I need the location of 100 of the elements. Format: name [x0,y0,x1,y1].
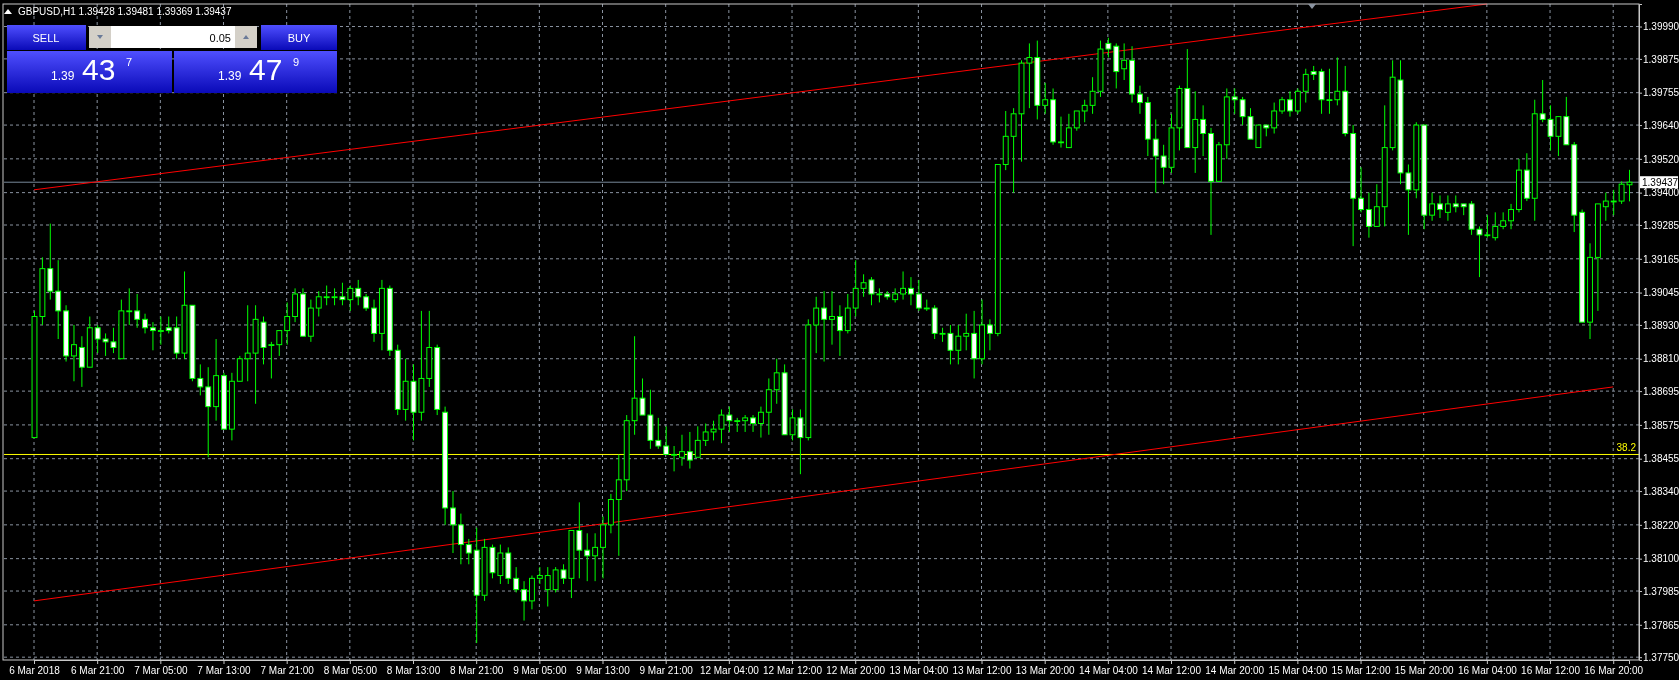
candlestick [1152,118,1159,194]
x-tick-label: 7 Mar 21:00 [260,665,315,677]
candlestick [529,575,535,610]
annotation: 47 [249,53,283,86]
annotation: 1.39 [218,69,242,83]
y-tick-label: 1.39285 [1643,219,1679,231]
candlestick [276,330,283,357]
candlestick [615,453,622,557]
candlestick [829,290,835,346]
chart-title: GBPUSD,H1 1.39428 1.39481 1.39369 1.39437 [18,6,232,17]
y-tick-label: 1.39400 [1643,187,1679,199]
candlestick [1365,192,1372,239]
x-tick-label: 13 Mar 12:00 [952,665,1012,677]
x-tick-label: 14 Mar 04:00 [1078,665,1139,677]
annotation: SELL [32,32,60,44]
candlestick [142,313,148,334]
annotation: 7 [126,56,133,68]
y-tick-label: 1.37750 [1643,651,1679,663]
candlestick [1200,104,1207,157]
candlestick [821,290,828,363]
annotation: 1.39 [51,69,75,83]
candlestick [963,313,970,351]
candlestick [284,301,291,346]
candlestick [1492,211,1499,241]
candlestick [1042,82,1049,115]
candlestick [71,324,77,382]
candlestick [836,304,843,357]
candlestick [149,321,156,351]
x-tick-label: 16 Mar 12:00 [1521,665,1581,677]
annotation: BUY [287,32,311,44]
y-tick-label: 1.38810 [1643,353,1679,365]
candlestick [544,566,551,608]
x-tick-label: 8 Mar 21:00 [449,665,504,677]
candlestick [1137,85,1143,115]
x-tick-label: 8 Mar 05:00 [323,665,378,677]
candlestick [908,276,914,306]
candlestick [742,414,749,433]
x-tick-label: 8 Mar 13:00 [386,665,441,677]
y-tick-label: 1.39640 [1643,119,1679,131]
x-tick-label: 15 Mar 20:00 [1394,665,1455,677]
x-tick-label: 9 Mar 21:00 [639,665,694,677]
candlestick [205,366,212,458]
x-tick-label: 6 Mar 21:00 [70,665,125,677]
candlestick [915,279,922,312]
candlestick [663,425,670,455]
annotation: 0.05 [209,32,231,44]
x-tick-label: 7 Mar 13:00 [197,665,252,677]
y-tick-label: 1.38100 [1643,553,1679,565]
annotation: 43 [82,53,116,86]
y-tick-label: 1.39755 [1643,87,1679,99]
candlestick [592,532,599,582]
x-tick-label: 7 Mar 05:00 [134,665,188,677]
x-tick-label: 12 Mar 12:00 [763,665,823,677]
y-tick-label: 1.38340 [1643,485,1679,497]
candlestick [157,316,164,346]
candlestick [757,406,764,439]
ref-line-label: 1.39437 [1642,176,1679,188]
x-tick-label: 13 Mar 20:00 [1015,665,1076,677]
y-tick-label: 1.38695 [1643,385,1679,397]
x-tick-label: 9 Mar 05:00 [513,665,567,677]
candlestick [126,287,133,326]
candlestick [986,318,993,351]
candlestick [686,431,693,470]
candlestick [1302,68,1309,104]
candlestick [236,355,243,382]
candlestick [355,279,362,306]
y-tick-label: 1.39875 [1643,53,1679,65]
candlestick [671,445,678,472]
candlestick [1287,90,1293,118]
candlestick [1294,87,1301,115]
candlestick [600,515,606,579]
candlestick [457,513,464,565]
candlestick [1073,110,1080,132]
candlestick [655,417,662,450]
candlestick [1058,116,1064,149]
x-tick-label: 12 Mar 20:00 [826,665,886,677]
x-tick-label: 9 Mar 13:00 [576,665,631,677]
y-tick-label: 1.39990 [1643,21,1679,33]
candlestick [1444,194,1451,222]
x-tick-label: 13 Mar 04:00 [889,665,949,677]
candlestick [679,434,685,467]
candlestick [813,296,820,354]
candlestick [844,293,851,334]
y-tick-label: 1.37865 [1643,619,1679,631]
x-tick-label: 15 Mar 04:00 [1268,665,1328,677]
annotation: 38.2 [1616,442,1637,454]
y-tick-label: 1.37985 [1643,585,1679,597]
candlestick [521,580,527,622]
y-tick-label: 1.38575 [1643,419,1679,431]
candlestick [1121,42,1128,81]
candlestick [1437,194,1443,219]
y-tick-label: 1.38455 [1643,453,1679,465]
candlestick [1610,189,1617,216]
y-tick-label: 1.39165 [1643,253,1679,265]
y-tick-label: 1.39045 [1643,287,1679,299]
y-tick-label: 1.38220 [1643,519,1679,531]
candlestick [292,287,299,323]
candlestick [1602,192,1609,222]
candlestick [1065,113,1072,149]
candlestick [450,490,456,554]
